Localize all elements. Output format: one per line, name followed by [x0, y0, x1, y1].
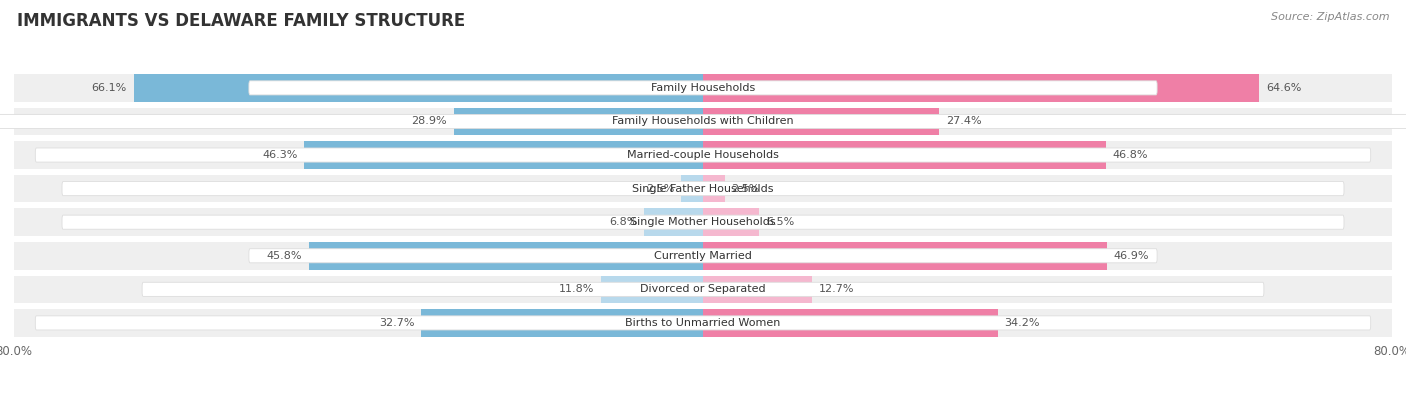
Text: 11.8%: 11.8%: [560, 284, 595, 294]
Bar: [703, 141, 1107, 169]
Legend: Immigrants, Delaware: Immigrants, Delaware: [605, 391, 801, 395]
Text: Family Households: Family Households: [651, 83, 755, 93]
Bar: [422, 309, 703, 337]
Text: 6.5%: 6.5%: [766, 217, 794, 227]
Bar: [703, 276, 813, 303]
Bar: [644, 209, 703, 236]
FancyBboxPatch shape: [249, 81, 1157, 95]
Text: 46.8%: 46.8%: [1114, 150, 1149, 160]
Text: 2.5%: 2.5%: [731, 184, 759, 194]
Bar: [304, 141, 703, 169]
Text: 66.1%: 66.1%: [91, 83, 127, 93]
Bar: [682, 175, 703, 202]
FancyBboxPatch shape: [249, 249, 1157, 263]
Bar: [14, 309, 1392, 337]
Bar: [14, 276, 1392, 303]
Bar: [703, 108, 939, 135]
Bar: [14, 209, 1392, 236]
Bar: [14, 74, 1392, 102]
Bar: [703, 175, 724, 202]
FancyBboxPatch shape: [62, 182, 1344, 196]
Text: Source: ZipAtlas.com: Source: ZipAtlas.com: [1271, 12, 1389, 22]
Bar: [14, 175, 1392, 202]
Bar: [703, 242, 1107, 269]
Text: 46.9%: 46.9%: [1114, 251, 1149, 261]
Bar: [602, 276, 703, 303]
Text: 32.7%: 32.7%: [380, 318, 415, 328]
Text: 28.9%: 28.9%: [412, 117, 447, 126]
Text: Divorced or Separated: Divorced or Separated: [640, 284, 766, 294]
Text: Married-couple Households: Married-couple Households: [627, 150, 779, 160]
FancyBboxPatch shape: [142, 282, 1264, 296]
Bar: [703, 209, 759, 236]
Bar: [454, 108, 703, 135]
Text: Family Households with Children: Family Households with Children: [612, 117, 794, 126]
FancyBboxPatch shape: [0, 115, 1406, 128]
Bar: [14, 108, 1392, 135]
FancyBboxPatch shape: [62, 215, 1344, 229]
Text: IMMIGRANTS VS DELAWARE FAMILY STRUCTURE: IMMIGRANTS VS DELAWARE FAMILY STRUCTURE: [17, 12, 465, 30]
Text: Single Mother Households: Single Mother Households: [630, 217, 776, 227]
FancyBboxPatch shape: [35, 148, 1371, 162]
Text: 12.7%: 12.7%: [820, 284, 855, 294]
Text: 46.3%: 46.3%: [262, 150, 298, 160]
Text: Births to Unmarried Women: Births to Unmarried Women: [626, 318, 780, 328]
Text: Currently Married: Currently Married: [654, 251, 752, 261]
Bar: [14, 242, 1392, 269]
Text: 64.6%: 64.6%: [1267, 83, 1302, 93]
Bar: [703, 74, 1260, 102]
Text: 34.2%: 34.2%: [1004, 318, 1040, 328]
Bar: [703, 309, 997, 337]
FancyBboxPatch shape: [35, 316, 1371, 330]
Bar: [134, 74, 703, 102]
Text: 6.8%: 6.8%: [609, 217, 637, 227]
Bar: [14, 141, 1392, 169]
Text: 45.8%: 45.8%: [266, 251, 302, 261]
Bar: [308, 242, 703, 269]
Text: 27.4%: 27.4%: [946, 117, 981, 126]
Text: 2.5%: 2.5%: [647, 184, 675, 194]
Text: Single Father Households: Single Father Households: [633, 184, 773, 194]
